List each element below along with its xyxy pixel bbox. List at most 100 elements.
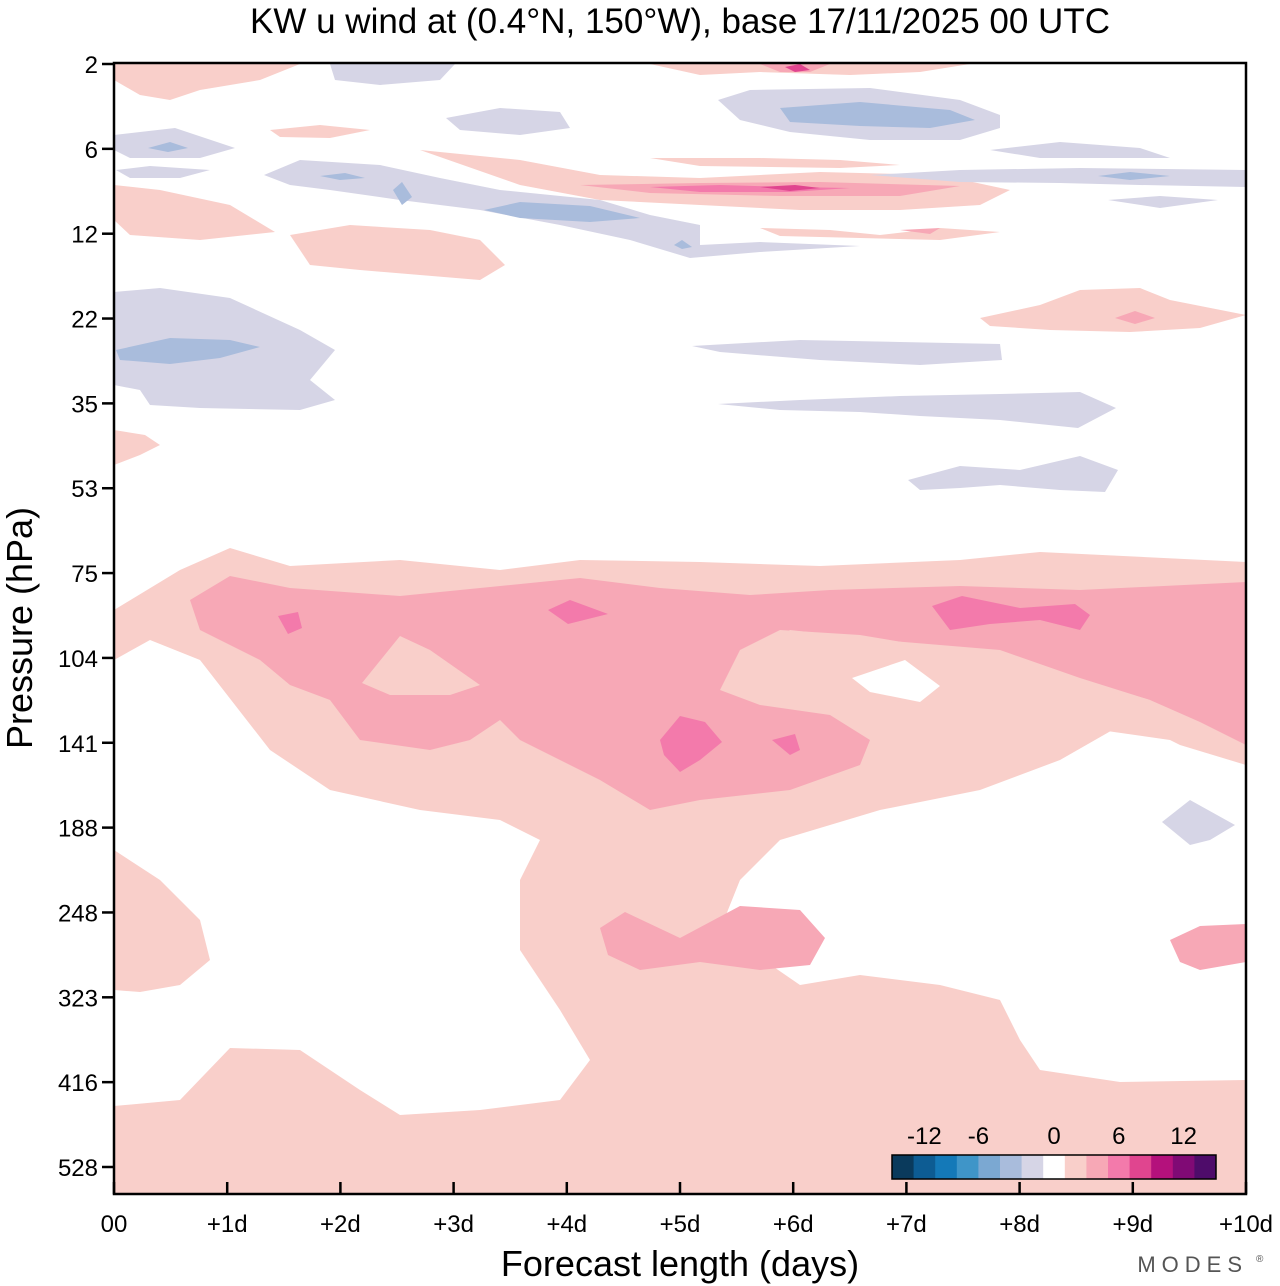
y-tick-label: 416 <box>58 1070 98 1097</box>
contour-positive-light <box>114 64 300 100</box>
contour-negative-light <box>114 128 235 158</box>
contour-negative-light <box>446 108 570 135</box>
contour-positive-medium <box>190 576 1246 810</box>
colorbar-frame <box>891 1154 1217 1180</box>
colorbar-swatch <box>1000 1155 1023 1179</box>
colorbar-swatch <box>978 1155 1001 1179</box>
contour-positive-strong <box>785 64 810 72</box>
y-tick-label: 22 <box>71 307 98 334</box>
contour-positive-medium <box>1115 311 1155 324</box>
contour-positive-strong <box>548 600 608 624</box>
contour-positive-light <box>114 185 275 240</box>
y-tick-label: 248 <box>58 900 98 927</box>
contour-negative-light <box>1162 800 1235 845</box>
contour-positive-strong <box>660 716 722 772</box>
contour-positive-light <box>114 850 210 992</box>
y-tick-label: 141 <box>58 731 98 758</box>
y-tick-label: 2 <box>85 52 98 79</box>
colorbar-label: 0 <box>1047 1123 1060 1150</box>
x-axis: 00 +1d +2d +3d +4d +5d +6d +7d +8d +9d +10d <box>101 1182 1273 1238</box>
contour-positive-strong <box>650 185 850 192</box>
colorbar-swatch <box>956 1155 979 1179</box>
contour-negative-medium <box>1098 172 1170 180</box>
contour-positive-light <box>114 430 160 465</box>
contour-positive-medium <box>600 906 825 970</box>
contour-positive-light <box>980 288 1246 332</box>
colorbar-swatch <box>1043 1155 1066 1179</box>
contour-negative-light <box>116 166 210 178</box>
contour-negative-medium <box>393 182 412 205</box>
y-axis: 2 6 12 22 35 53 75 104 141 188 248 323 416 528 <box>58 52 114 1182</box>
contour-positive-strong <box>760 185 820 191</box>
x-tick-label: +2d <box>320 1211 361 1238</box>
y-axis-title: Pressure (hPa) <box>0 507 40 749</box>
contour-negative-medium <box>484 202 640 222</box>
contour-negative-light <box>718 392 1116 428</box>
contour-positive-light <box>362 636 480 695</box>
x-tick-label: +5d <box>660 1211 701 1238</box>
x-tick-label: +9d <box>1112 1211 1153 1238</box>
x-tick-label: +8d <box>999 1211 1040 1238</box>
contour-zero <box>852 660 940 702</box>
contour-positive-light <box>270 125 370 138</box>
colorbar-label: 12 <box>1170 1123 1197 1150</box>
x-tick-label: +10d <box>1219 1211 1273 1238</box>
y-tick-label: 188 <box>58 816 98 843</box>
contour-negative-medium <box>116 338 260 364</box>
x-tick-label: +6d <box>773 1211 814 1238</box>
colorbar: -12 -6 0 6 12 <box>891 1123 1217 1180</box>
contour-positive-strong <box>932 596 1090 630</box>
contour-positive-light <box>650 158 900 168</box>
contour-negative-light <box>870 168 1246 187</box>
y-tick-label: 53 <box>71 476 98 503</box>
colorbar-swatch <box>1021 1155 1044 1179</box>
colorbar-swatch <box>935 1155 958 1179</box>
y-tick-label: 35 <box>71 391 98 418</box>
contour-positive-strong <box>772 734 800 755</box>
contour-negative-medium <box>674 240 692 249</box>
y-tick-label: 12 <box>71 222 98 249</box>
contour-positive-strong <box>278 612 302 634</box>
x-tick-label: +7d <box>886 1211 927 1238</box>
colorbar-swatch <box>1064 1155 1087 1179</box>
colorbar-label: 6 <box>1112 1123 1125 1150</box>
contour-negative-light <box>330 64 455 85</box>
colorbar-swatch <box>1172 1155 1195 1179</box>
contour-negative-medium <box>780 102 975 128</box>
brand-logo: MODES <box>1137 1252 1248 1277</box>
contour-negative-light <box>692 340 1002 365</box>
colorbar-swatch <box>913 1155 936 1179</box>
registered-mark: ® <box>1256 1254 1264 1265</box>
x-tick-label: +1d <box>207 1211 248 1238</box>
x-tick-label: 00 <box>101 1211 128 1238</box>
chart-title: KW u wind at (0.4°N, 150°W), base 17/11/… <box>250 2 1110 41</box>
x-axis-title: Forecast length (days) <box>501 1243 859 1284</box>
contour-positive-light <box>760 228 1000 240</box>
contour-negative-medium <box>148 142 188 152</box>
colorbar-swatch <box>1194 1155 1217 1179</box>
y-tick-label: 104 <box>58 646 98 673</box>
colorbar-swatch <box>1129 1155 1152 1179</box>
y-tick-label: 6 <box>85 137 98 164</box>
contour-negative-light <box>908 456 1118 492</box>
colorbar-label: -6 <box>968 1123 989 1150</box>
colorbar-swatch <box>1086 1155 1109 1179</box>
contour-negative-light <box>1108 196 1218 208</box>
x-tick-label: +3d <box>433 1211 474 1238</box>
colorbar-label: -12 <box>907 1123 942 1150</box>
colorbar-swatch <box>1151 1155 1174 1179</box>
contour-positive-light <box>740 630 1170 740</box>
contour-negative-light <box>990 142 1170 158</box>
colorbar-swatch <box>892 1155 915 1179</box>
x-tick-label: +4d <box>546 1211 587 1238</box>
heatmap-field <box>114 64 1246 1194</box>
y-tick-label: 528 <box>58 1155 98 1182</box>
contour-positive-medium <box>900 228 940 234</box>
y-tick-label: 323 <box>58 985 98 1012</box>
y-tick-label: 75 <box>71 561 98 588</box>
contour-positive-medium <box>1170 924 1246 970</box>
contour-negative-medium <box>320 173 365 180</box>
contour-positive-light <box>290 225 505 280</box>
colorbar-swatch <box>1108 1155 1131 1179</box>
